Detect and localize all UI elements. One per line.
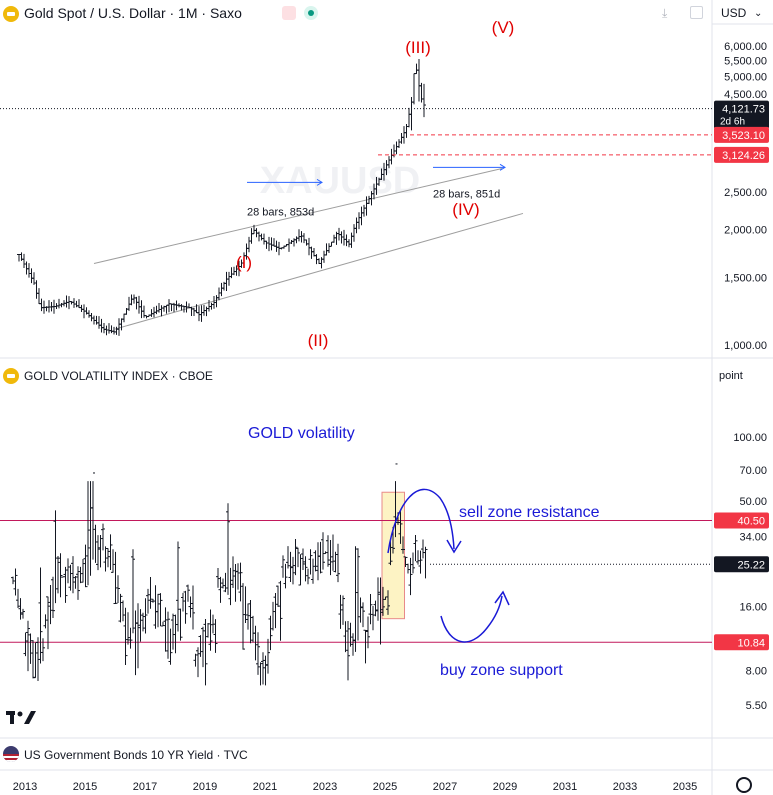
price-y-tick: 5,000.00	[724, 71, 767, 83]
scale-mode-label[interactable]: point	[719, 370, 743, 382]
bonds-pane-title[interactable]: US Government Bonds 10 YR Yield · TVC	[24, 748, 248, 762]
price-y-tick: 2,000.00	[724, 224, 767, 236]
wave-label: (II)	[308, 331, 329, 350]
level-value: 3,124.26	[722, 150, 765, 162]
volatility-pane-title[interactable]: GOLD VOLATILITY INDEX · CBOE	[24, 369, 213, 383]
time-axis-tick: 2019	[193, 781, 217, 793]
time-axis-tick: 2023	[313, 781, 337, 793]
time-axis-tick: 2033	[613, 781, 637, 793]
measure-label: 28 bars, 853d	[247, 206, 314, 218]
last-price-countdown: 2d 6h	[720, 117, 745, 128]
level-badge	[714, 126, 769, 143]
vol-y-tick: 70.00	[739, 465, 767, 477]
time-axis-tick: 2015	[73, 781, 97, 793]
time-axis-tick: 2017	[133, 781, 157, 793]
zone-value: 10.84	[737, 637, 765, 649]
wave-label: (III)	[405, 38, 431, 57]
volatility-coin-icon	[3, 367, 19, 385]
vol-y-tick: 8.00	[746, 665, 767, 677]
vol-y-tick: 50.00	[739, 496, 767, 508]
measure-label: 28 bars, 851d	[433, 188, 500, 200]
gold-coin-icon	[3, 5, 19, 23]
bottom-curve-arrowhead	[494, 590, 510, 606]
top-curve-arrow	[387, 488, 455, 554]
price-y-tick: 5,500.00	[724, 56, 767, 68]
time-axis-tick: 2025	[373, 781, 397, 793]
zone-badge	[714, 512, 769, 529]
vol-y-tick: 5.50	[746, 700, 767, 712]
volatility-pane[interactable]: 100.00 70.00 50.00 34.00 16.00 8.00 5.50 40.50 1…	[0, 425, 769, 712]
wave-label: (V)	[492, 18, 515, 37]
buy-zone-label: buy zone support	[440, 662, 563, 679]
time-axis[interactable]: 2013 2015 2017 2019 2021 2023 2025 2027 2029 2031…	[13, 781, 697, 793]
arrow-down-icon[interactable]: ⤓	[662, 6, 668, 20]
zone-badge	[714, 634, 769, 651]
live-status-icon[interactable]	[304, 6, 318, 20]
price-y-tick: 6,000.00	[724, 41, 767, 53]
time-axis-tick: 2029	[493, 781, 517, 793]
chevron-down-icon[interactable]: ⌄	[754, 8, 763, 19]
vol-last-value: 25.22	[737, 559, 765, 571]
time-axis-tick: 2035	[673, 781, 697, 793]
tradingview-logo[interactable]	[6, 708, 36, 731]
measure-arrow	[316, 178, 323, 186]
time-axis-tick: 2027	[433, 781, 457, 793]
price-y-tick: 4,500.00	[724, 89, 767, 101]
symbol-title[interactable]: Gold Spot / U.S. Dollar · 1M · Saxo	[24, 5, 242, 21]
symbol-watermark: XAUUSD	[260, 160, 420, 202]
time-axis-tick: 2021	[253, 781, 277, 793]
zone-value: 40.50	[737, 516, 765, 528]
top-curve-arrowhead	[446, 539, 462, 554]
level-badge	[714, 146, 769, 163]
vol-last-badge	[714, 556, 769, 573]
market-closed-icon[interactable]	[282, 6, 296, 20]
last-price-value: 4,121.73	[722, 104, 765, 116]
last-price-badge	[714, 100, 769, 129]
time-axis-tick: 2013	[13, 781, 37, 793]
vol-annotation: GOLD volatility	[248, 425, 355, 442]
highlight-zone	[381, 491, 405, 620]
settings-gear-icon[interactable]	[736, 777, 752, 793]
level-value: 3,523.10	[722, 130, 765, 142]
vol-y-tick: 34.00	[739, 532, 767, 544]
currency-label[interactable]: USD	[721, 6, 747, 20]
bottom-curve-arrow	[440, 595, 503, 643]
wave-label: (I)	[236, 253, 252, 272]
channel-line	[114, 212, 524, 330]
price-y-tick: 1,000.00	[724, 340, 767, 352]
sell-zone-label: sell zone resistance	[459, 504, 600, 521]
price-pane[interactable]: 6,000.00 5,500.00 5,000.00 4,500.00 2,500.00…	[0, 18, 769, 352]
channel-line	[93, 167, 503, 264]
price-y-tick: 1,500.00	[724, 272, 767, 284]
vol-y-tick: 16.00	[739, 601, 767, 613]
time-axis-tick: 2031	[553, 781, 577, 793]
measure-arrow	[499, 163, 506, 171]
maximize-icon[interactable]	[690, 6, 703, 19]
us-flag-icon	[3, 746, 19, 762]
price-y-tick: 2,500.00	[724, 187, 767, 199]
vol-y-tick: 100.00	[733, 432, 767, 444]
wave-label: (IV)	[452, 200, 479, 219]
